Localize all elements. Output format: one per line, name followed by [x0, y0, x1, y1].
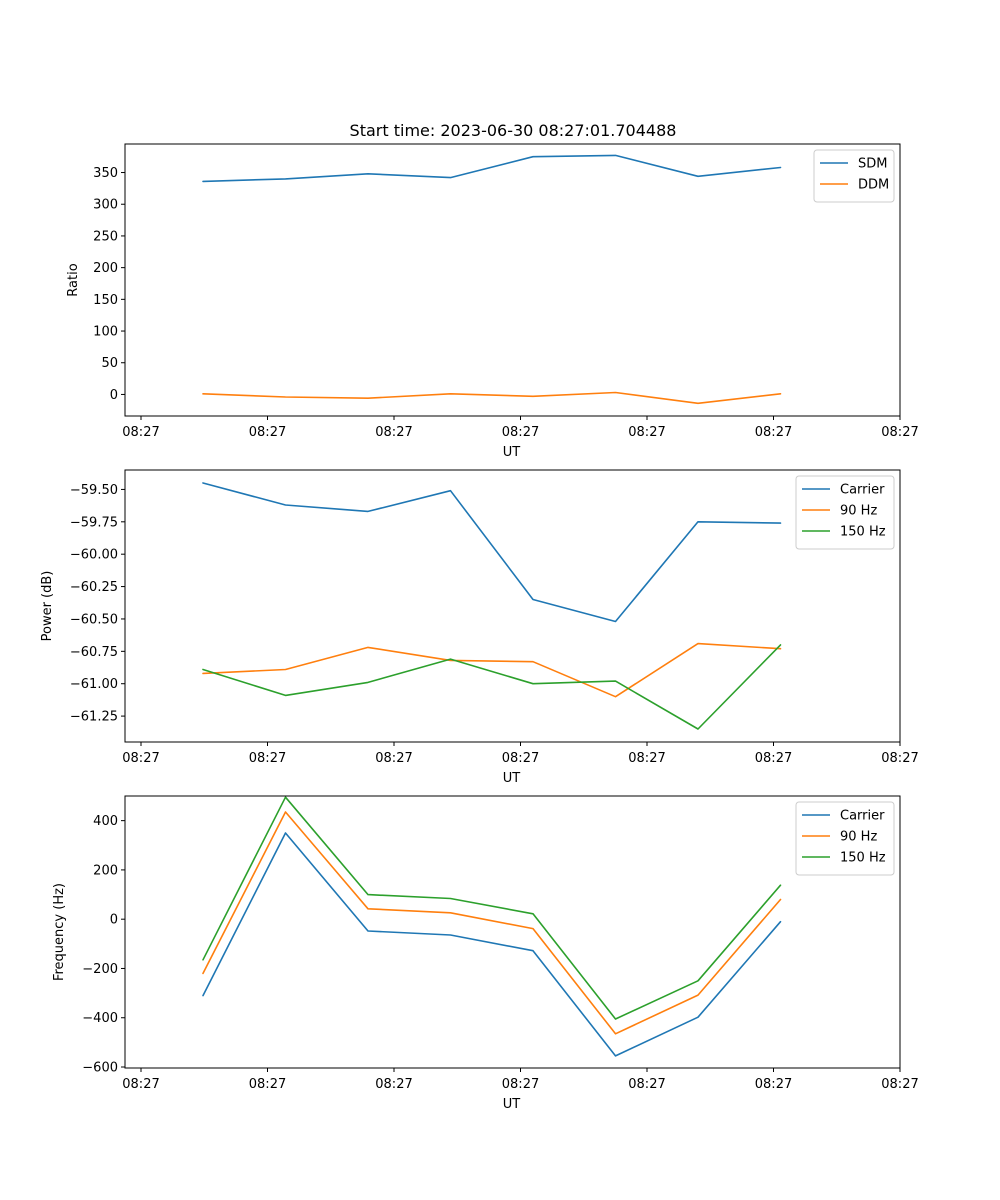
y-tick-label: −400: [82, 1011, 118, 1026]
series-line-150-hz: [202, 796, 782, 1020]
y-axis-label: Frequency (Hz): [52, 883, 67, 981]
x-tick-label: 08:27: [881, 751, 918, 766]
x-tick-label: 08:27: [755, 751, 792, 766]
y-tick-label: −59.75: [70, 515, 118, 530]
series-line-90-hz: [202, 642, 782, 698]
y-tick-label: 300: [93, 198, 118, 213]
legend: Carrier 90 Hz 150 Hz: [795, 801, 895, 876]
y-tick-label: 400: [93, 814, 118, 829]
y-tick-label: 200: [93, 863, 118, 878]
x-tick-label: 08:27: [122, 751, 159, 766]
x-tick-label: 08:27: [249, 1077, 286, 1092]
y-tick-label: 350: [93, 166, 118, 181]
legend-label: DDM: [858, 178, 889, 193]
y-tick-label: −60.25: [70, 580, 118, 595]
chart-2: −61.25 −61.00 −60.75 −60.50 −60.25 −60.00 −59.…: [40, 469, 919, 786]
x-tick-label: 08:27: [122, 425, 159, 440]
axes-frame: [124, 795, 901, 1069]
x-tick-label: 08:27: [628, 1077, 665, 1092]
y-tick-label: −61.00: [70, 677, 118, 692]
y-axis-label: Power (dB): [40, 571, 55, 642]
series-line-carrier: [202, 482, 782, 623]
y-tick-label: −200: [82, 962, 118, 977]
x-tick-label: 08:27: [502, 425, 539, 440]
y-tick-label: 50: [101, 356, 118, 371]
y-tick-label: −600: [82, 1061, 118, 1076]
series-line-150-hz: [202, 644, 782, 730]
y-tick-label: 250: [93, 229, 118, 244]
x-axis-label: UT: [503, 445, 521, 460]
x-tick-label: 08:27: [755, 1077, 792, 1092]
x-tick-label: 08:27: [375, 425, 412, 440]
y-tick-label: −60.75: [70, 645, 118, 660]
x-axis-label: UT: [503, 1097, 521, 1112]
y-tick-label: −61.25: [70, 710, 118, 725]
series-line-carrier: [202, 832, 782, 1057]
y-tick-label: −60.50: [70, 612, 118, 627]
x-tick-label: 08:27: [502, 751, 539, 766]
x-tick-label: 08:27: [755, 425, 792, 440]
y-tick-label: −59.50: [70, 483, 118, 498]
legend-label: 90 Hz: [840, 830, 877, 845]
y-axis-label: Ratio: [66, 263, 81, 296]
series-line-90-hz: [202, 811, 782, 1035]
series-line-sdm: [202, 154, 782, 183]
figure-title: Start time: 2023-06-30 08:27:01.704488: [350, 121, 677, 140]
axes-frame: [124, 469, 901, 743]
axes-frame: [124, 143, 901, 417]
legend-label: Carrier: [840, 809, 885, 824]
x-axis-label: UT: [503, 771, 521, 786]
plots: 0 50 100 150 200 250 300 350 08:27 08:27 08:27 08:2…: [40, 143, 919, 1112]
chart-3: −600 −400 −200 0 200 400 08:27 08:27 08:27 08:27 0…: [52, 795, 919, 1112]
y-tick-label: 150: [93, 293, 118, 308]
legend-label: Carrier: [840, 483, 885, 498]
y-tick-label: 0: [110, 388, 118, 403]
x-tick-label: 08:27: [375, 1077, 412, 1092]
x-tick-label: 08:27: [502, 1077, 539, 1092]
series-line-ddm: [202, 391, 782, 405]
y-tick-label: 200: [93, 261, 118, 276]
x-tick-label: 08:27: [122, 1077, 159, 1092]
x-tick-label: 08:27: [249, 751, 286, 766]
legend-label: 150 Hz: [840, 851, 886, 866]
x-tick-label: 08:27: [628, 425, 665, 440]
x-tick-label: 08:27: [881, 425, 918, 440]
x-tick-label: 08:27: [375, 751, 412, 766]
legend-label: 150 Hz: [840, 525, 886, 540]
legend: SDM DDM: [813, 149, 895, 203]
x-tick-label: 08:27: [628, 751, 665, 766]
chart-1: 0 50 100 150 200 250 300 350 08:27 08:27 08:27 08:2…: [66, 143, 919, 460]
legend-label: SDM: [858, 157, 887, 172]
y-tick-label: 0: [110, 913, 118, 928]
x-tick-label: 08:27: [881, 1077, 918, 1092]
x-tick-label: 08:27: [249, 425, 286, 440]
legend-label: 90 Hz: [840, 504, 877, 519]
y-tick-label: −60.00: [70, 548, 118, 563]
y-tick-label: 100: [93, 325, 118, 340]
legend: Carrier 90 Hz 150 Hz: [795, 475, 895, 550]
